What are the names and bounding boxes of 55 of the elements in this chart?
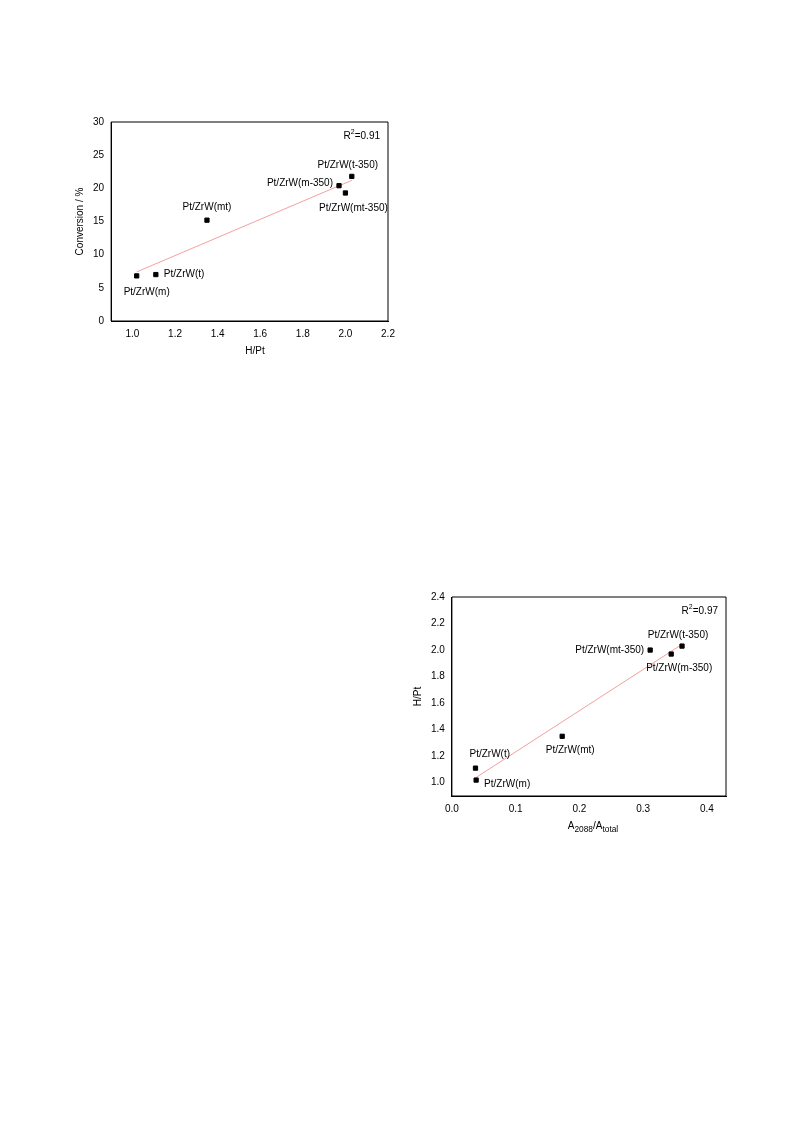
annotation: Pt/ZrW(m): [123, 285, 170, 297]
annotation: Pt/ZrW(m): [484, 777, 531, 789]
x-tick-label: 1.6: [253, 327, 268, 339]
annotation: Pt/ZrW(t): [469, 747, 511, 759]
annotation: Pt/ZrW(mt): [545, 744, 595, 756]
point: [134, 273, 140, 279]
y-tick-label: 5: [98, 281, 105, 293]
point: [204, 217, 210, 223]
point: [473, 777, 479, 783]
y-tick-label: 20: [93, 182, 105, 194]
y-tick-label: 1.0: [431, 776, 446, 788]
y-tick-label: 2.4: [431, 590, 446, 602]
x-tick-label: 2.0: [338, 327, 353, 339]
y-tick-label: 10: [93, 248, 105, 260]
x-tick-label: 0.0: [444, 802, 460, 814]
point: [153, 271, 159, 278]
x-tick-label: 1.2: [168, 327, 183, 339]
x-axis-title: H/Pt: [244, 345, 266, 356]
y-tick-label: 2.0: [431, 643, 446, 655]
y-tick-label: 1.6: [431, 696, 446, 708]
annotation: Pt/ZrW(mt-350): [318, 201, 388, 213]
point: [472, 765, 479, 771]
x-tick-label: 1.8: [295, 327, 311, 339]
x-tick-label: 2.2: [381, 327, 396, 339]
x-tick-label: 1.0: [125, 327, 140, 339]
annotation: Pt/ZrW(t): [163, 268, 205, 280]
y-tick-label: 0: [98, 314, 105, 326]
x-tick-label: 1.4: [210, 327, 225, 339]
y-tick-label: 1.2: [431, 749, 446, 761]
y-axis-title: Conversion / %: [73, 187, 85, 256]
y-tick-label: 15: [93, 215, 105, 227]
point: [336, 183, 342, 189]
annotation: Pt/ZrW(t-350): [647, 628, 709, 640]
y-axis-title: H/Pt: [411, 686, 423, 707]
y-tick-label: 25: [93, 148, 105, 160]
point: [679, 643, 685, 649]
point: [668, 651, 674, 657]
x-tick-label: 0.4: [699, 802, 715, 814]
x-tick-label: 0.3: [636, 802, 651, 814]
x-tick-label: 0.1: [508, 802, 524, 814]
annotation: Pt/ZrW(mt): [182, 200, 232, 212]
point: [647, 647, 653, 653]
point: [349, 173, 355, 180]
annotation: Pt/ZrW(m-350): [646, 661, 713, 673]
y-tick-label: 30: [93, 115, 105, 127]
y-tick-label: 1.8: [431, 670, 446, 682]
annotation: Pt/ZrW(t-350): [317, 159, 379, 171]
x-axis-title: A$_{2088}$/A$_{total}$: [566, 820, 620, 834]
y-tick-label: 2.2: [431, 617, 446, 629]
x-tick-label: 0.2: [572, 802, 587, 814]
annotation: Pt/ZrW(m-350): [266, 177, 334, 189]
point: [559, 733, 565, 739]
point: [342, 190, 349, 196]
y-tick-label: 1.4: [431, 723, 446, 735]
annotation: Pt/ZrW(mt-350): [575, 643, 645, 655]
